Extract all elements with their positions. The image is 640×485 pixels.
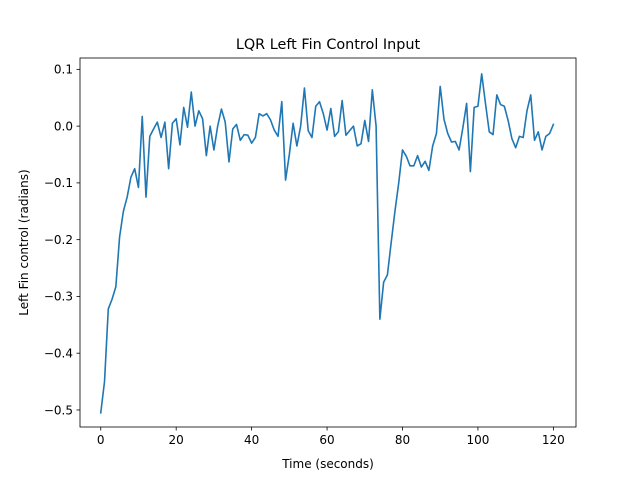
chart-title: LQR Left Fin Control Input [236,37,421,53]
y-tick-label: −0.3 [44,290,73,304]
x-tick-label: 60 [319,433,334,447]
x-tick-label: 100 [466,433,489,447]
y-axis-label: Left Fin control (radians) [17,169,31,315]
axes-frame [79,57,577,428]
plot-area [79,57,577,428]
x-tick-label: 80 [395,433,410,447]
y-tick-label: 0.0 [54,119,73,133]
series-line [99,73,555,414]
y-tick-label: −0.4 [44,347,73,361]
x-tick-label: 120 [542,433,565,447]
x-axis-label: Time (seconds) [281,457,374,471]
y-axis-ticks: 0.1 0.0 −0.1 −0.2 −0.3 −0.4 −0.5 [44,63,80,417]
y-tick-label: −0.1 [44,176,73,190]
y-tick-label: −0.2 [44,233,73,247]
x-axis-ticks: 0 20 40 60 80 100 120 [97,427,565,447]
x-tick-label: 0 [97,433,105,447]
x-tick-label: 40 [244,433,259,447]
y-tick-label: 0.1 [54,63,73,77]
x-tick-label: 20 [169,433,184,447]
y-tick-label: −0.5 [44,403,73,417]
